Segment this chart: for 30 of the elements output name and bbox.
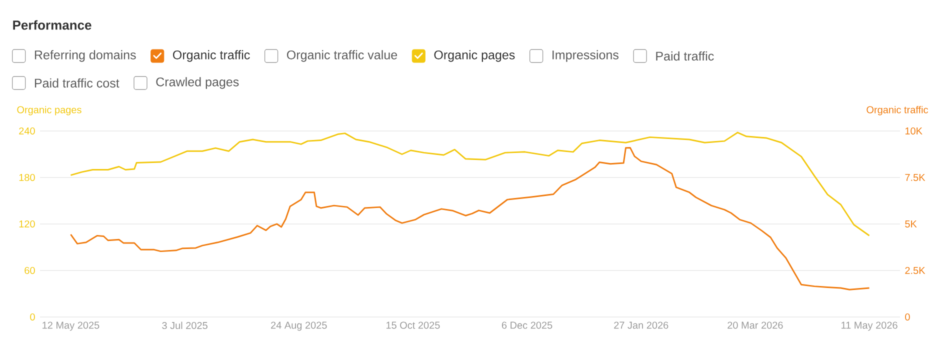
line-series: [70, 146, 870, 290]
text: Impressions: [552, 50, 618, 62]
y-tick-label: 0: [30, 313, 35, 321]
y2-tick-label: 0: [905, 313, 910, 321]
y2-tick-label: 10K: [905, 127, 922, 135]
x-tick-label: 15 Oct 2025: [386, 322, 440, 329]
chart-title: Performance: [13, 20, 92, 30]
x-tick-label: 12 May 2025: [42, 322, 100, 331]
text: Paid traffic: [656, 51, 714, 61]
x-tick-label: 6 Dec 2025: [502, 322, 552, 329]
x-tick-label: 11 May 2026: [841, 322, 898, 331]
y-axis-title: Organic pages: [17, 106, 82, 116]
x-tick-label: 20 Mar 2026: [728, 322, 783, 329]
y-tick-label: 60: [24, 266, 35, 274]
text: Organic traffic value: [286, 50, 398, 62]
y-tick-label: 240: [19, 127, 35, 135]
y2-tick-label: 5K: [905, 220, 917, 228]
text: Referring domains: [34, 50, 136, 62]
x-tick-label: 27 Jan 2026: [614, 322, 668, 329]
legend-label: Organic pages: [434, 50, 515, 62]
y2-tick-label: 2.5K: [905, 266, 926, 274]
x-tick-label: 24 Aug 2025: [271, 322, 327, 331]
x-tick-label: 3 Jul 2025: [162, 322, 208, 330]
text: Paid traffic cost: [34, 78, 120, 88]
y-tick-label: 180: [19, 174, 35, 182]
y2-axis-title: Organic traffic: [866, 106, 928, 116]
y2-tick-label: 7.5K: [905, 174, 926, 181]
legend-label: Organic traffic: [172, 50, 250, 62]
text: Crawled pages: [156, 77, 239, 89]
y-tick-label: 120: [19, 220, 35, 228]
